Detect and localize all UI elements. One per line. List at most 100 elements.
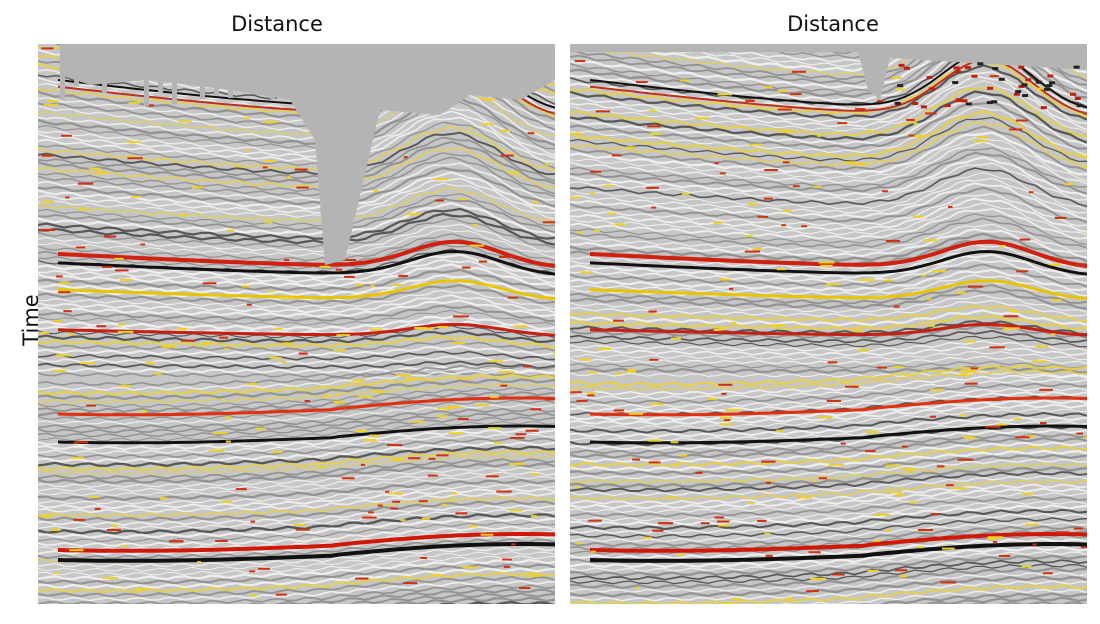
reflector [38, 335, 555, 348]
amplitude-blob [958, 374, 972, 377]
reflector [38, 228, 555, 258]
strong-horizon [57, 532, 555, 553]
amplitude-blob [408, 457, 421, 460]
amplitude-blob [1051, 298, 1062, 301]
strong-horizon [589, 532, 1087, 553]
amplitude-blob [648, 461, 661, 464]
amplitude-blob [936, 465, 945, 468]
reflector [570, 192, 1087, 227]
amplitude-blob [79, 362, 95, 365]
reflector [570, 207, 1087, 240]
reflector [38, 462, 555, 485]
amplitude-blob [360, 463, 366, 466]
amplitude-blob [481, 123, 495, 126]
reflector [38, 217, 555, 249]
amplitude-blob [792, 185, 800, 188]
reflector [570, 147, 1087, 188]
amplitude-blob [752, 247, 762, 250]
amplitude-blob [53, 369, 66, 372]
amplitude-blob [392, 283, 402, 286]
amplitude-blob [593, 229, 600, 232]
amplitude-blob [960, 370, 976, 373]
amplitude-blob [782, 161, 790, 164]
reflector [38, 147, 555, 188]
noise-blob [991, 100, 998, 104]
trace-gap [256, 44, 261, 83]
reflector [570, 453, 1087, 476]
amplitude-blob [678, 553, 685, 556]
amplitude-blob [1085, 165, 1087, 168]
reflector [570, 340, 1087, 352]
amplitude-blob [909, 501, 918, 504]
amplitude-blob [221, 501, 232, 504]
reflector [38, 187, 555, 223]
reflector [38, 555, 555, 576]
amplitude-blob [71, 456, 84, 459]
strong-horizon [589, 249, 1087, 276]
amplitude-blob [462, 266, 471, 269]
amplitude-blob [826, 399, 842, 402]
reflector [660, 44, 1087, 67]
reflector [38, 116, 555, 163]
reflector [570, 504, 1087, 527]
amplitude-blob [508, 296, 519, 299]
amplitude-blob [1080, 546, 1087, 549]
noise-blob [1076, 104, 1083, 108]
amplitude-blob [679, 79, 690, 82]
amplitude-blob [77, 182, 94, 185]
reflector [570, 64, 1087, 121]
amplitude-blob [717, 520, 730, 523]
amplitude-blob [245, 148, 250, 151]
strong-horizon [57, 322, 555, 337]
reflector [570, 223, 1087, 253]
amplitude-blob [679, 454, 687, 457]
amplitude-blob [1074, 264, 1085, 267]
amplitude-blob [457, 377, 471, 380]
amplitude-blob [154, 372, 162, 375]
amplitude-blob [1009, 128, 1023, 131]
amplitude-blob [427, 474, 438, 477]
amplitude-blob [882, 190, 888, 193]
reflector [38, 408, 555, 430]
amplitude-blob [201, 341, 211, 344]
amplitude-blob [695, 117, 710, 120]
noise-blob [1022, 94, 1029, 98]
amplitude-blob [428, 457, 436, 460]
reflector [38, 223, 555, 253]
amplitude-blob [197, 561, 202, 564]
amplitude-blob [344, 275, 355, 278]
amplitude-blob [43, 103, 59, 106]
reflector [38, 504, 555, 526]
amplitude-blob [1049, 263, 1061, 266]
amplitude-blob [363, 439, 376, 442]
reflector [38, 475, 555, 497]
reflector [38, 284, 555, 305]
reflector [38, 606, 555, 620]
amplitude-blob [396, 374, 411, 377]
amplitude-blob [614, 223, 627, 226]
amplitude-blob [648, 133, 662, 136]
amplitude-blob [812, 480, 817, 483]
reflector [38, 182, 555, 220]
reflector [38, 491, 555, 514]
reflector [570, 508, 1087, 531]
amplitude-blob [892, 365, 903, 368]
amplitude-blob [202, 282, 217, 285]
amplitude-blob [876, 366, 887, 369]
amplitude-blob [1002, 328, 1009, 331]
amplitude-blob [39, 331, 49, 334]
noise-blob [1015, 90, 1022, 94]
strong-horizon [57, 249, 555, 276]
reflector [570, 369, 1087, 391]
amplitude-blob [658, 522, 674, 525]
amplitude-blob [545, 398, 555, 401]
amplitude-blob [191, 186, 204, 189]
reflector [570, 171, 1087, 210]
amplitude-blob [845, 161, 856, 164]
amplitude-blob [998, 554, 1011, 557]
amplitude-blob [437, 326, 449, 329]
amplitude-blob [406, 213, 421, 216]
reflector [570, 445, 1087, 468]
amplitude-blob [886, 491, 903, 494]
